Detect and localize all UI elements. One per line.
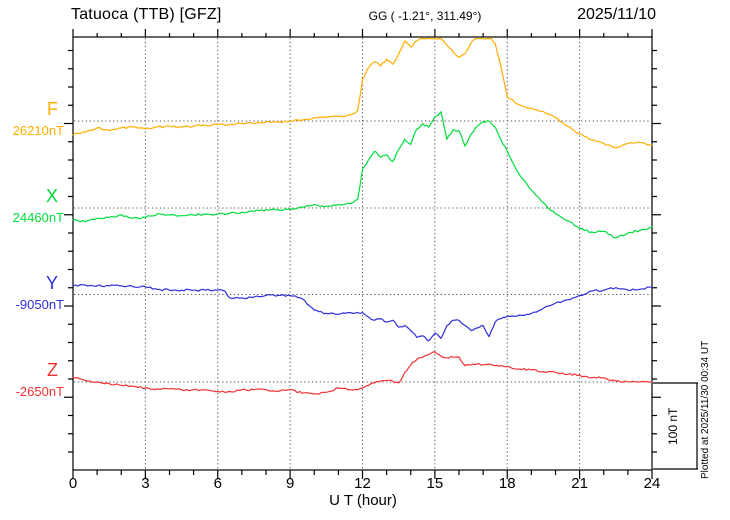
x-tick-label-12: 12 bbox=[354, 475, 371, 492]
observation-date: 2025/11/10 bbox=[577, 6, 656, 23]
x-tick-label-9: 9 bbox=[285, 475, 295, 492]
series-letter-F: F bbox=[47, 99, 58, 119]
trace-F bbox=[72, 37, 653, 149]
series-letter-Y: Y bbox=[45, 272, 58, 293]
trace-Y bbox=[72, 284, 653, 342]
x-tick-label-18: 18 bbox=[498, 475, 516, 492]
series-letter-X: X bbox=[45, 186, 58, 206]
series-baseline-value-F: 26210nT bbox=[12, 123, 64, 138]
trace-Z bbox=[72, 351, 653, 395]
x-tick-label-21: 21 bbox=[571, 475, 588, 492]
series-letter-Z: Z bbox=[47, 360, 58, 380]
x-tick-label-24: 24 bbox=[643, 475, 661, 492]
scale-bar-label: 100 nT bbox=[666, 407, 680, 445]
series-baseline-value-X: 24460nT bbox=[12, 210, 64, 225]
x-axis-title: U T (hour) bbox=[329, 492, 397, 509]
station-title: Tatuoca (TTB) [GFZ] bbox=[71, 6, 222, 23]
geographic-coordinates: GG ( -1.21°, 311.49°) bbox=[368, 9, 482, 23]
series-baseline-value-Z: -2650nT bbox=[15, 384, 64, 399]
x-tick-label-3: 3 bbox=[141, 475, 150, 492]
series-baseline-value-Y: -9050nT bbox=[15, 296, 64, 312]
x-tick-label-6: 6 bbox=[213, 475, 222, 492]
plotted-at-timestamp: Plotted at 2025/11/30 00:34 UT bbox=[700, 340, 711, 479]
x-tick-label-0: 0 bbox=[68, 475, 78, 492]
x-tick-label-15: 15 bbox=[426, 475, 444, 492]
trace-X bbox=[72, 111, 653, 239]
